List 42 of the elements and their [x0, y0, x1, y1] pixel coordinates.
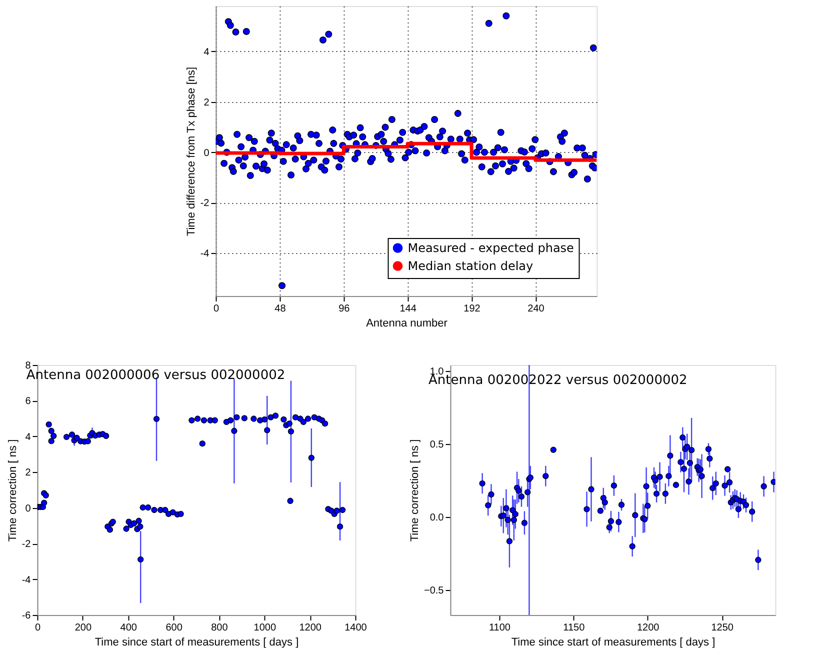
y-tick-label: -4: [22, 574, 32, 586]
x-tick-label: 600: [166, 622, 183, 634]
y-tick-label: 2: [25, 468, 32, 479]
y-tick-label: 0: [25, 503, 32, 514]
y-axis-title: Time correction [ ns ]: [6, 439, 19, 542]
x-tick-label: 1250: [711, 622, 734, 634]
y-tick-label: 6: [25, 396, 32, 408]
y-tick-label: -4: [200, 248, 210, 260]
x-tick-label: 0: [34, 622, 41, 634]
x-axis-title: Time since start of measurements [ days ]: [94, 636, 299, 648]
y-tick-label: 4: [25, 432, 32, 443]
y-axis-title: Time correction [ ns ]: [409, 439, 422, 542]
y-tick-label: -2: [200, 198, 210, 210]
x-tick-label: 1100: [488, 622, 511, 634]
y-tick-label: 0.5: [430, 439, 444, 450]
y-tick-label: 0: [204, 148, 210, 159]
x-tick-label: 240: [528, 304, 545, 314]
y-tick-label: 2: [204, 97, 210, 108]
chart-title: Antenna 002000006 versus 002000002: [26, 368, 286, 383]
x-tick-label: 1200: [299, 622, 322, 634]
x-tick-label: 1000: [254, 622, 276, 634]
x-tick-label: 800: [211, 622, 228, 634]
x-tick-label: 144: [400, 304, 417, 314]
y-axis-title: Time difference from Tx phase [ns]: [185, 66, 198, 236]
x-tick-label: 0: [213, 304, 220, 314]
legend-label: Median station delay: [408, 259, 534, 273]
x-tick-label: 96: [338, 304, 350, 314]
x-tick-label: 192: [464, 304, 481, 314]
x-axis-title: Time since start of measurements [ days ]: [511, 636, 716, 648]
y-tick-label: −0.5: [424, 586, 444, 597]
legend-label: Measured - expected phase: [408, 241, 574, 255]
x-tick-label: 1200: [637, 622, 660, 634]
y-tick-label: -6: [22, 610, 32, 622]
x-tick-label: 1400: [344, 622, 368, 634]
x-tick-label: 1150: [563, 622, 586, 634]
x-tick-label: 200: [74, 622, 92, 634]
x-axis-title: Antenna number: [366, 318, 448, 330]
x-tick-label: 48: [274, 304, 286, 314]
y-tick-label: -2: [22, 539, 32, 550]
y-tick-label: 4: [204, 46, 210, 58]
x-tick-label: 400: [120, 622, 138, 634]
y-tick-label: 0.0: [430, 512, 444, 524]
